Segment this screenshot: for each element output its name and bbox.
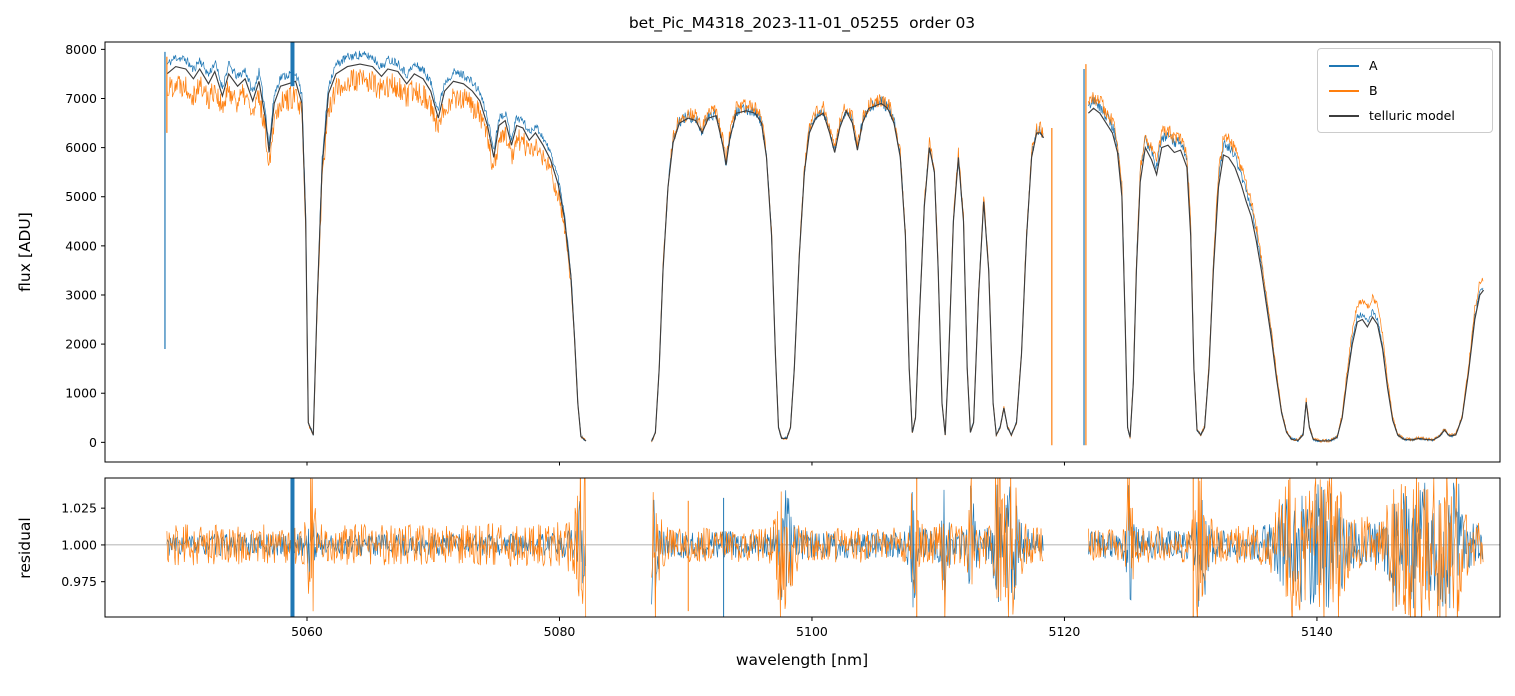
- residual-tick-label: 1.025: [61, 501, 97, 516]
- legend-label-telluric-model: telluric model: [1369, 108, 1455, 123]
- legend-entry-b: B: [1329, 83, 1481, 98]
- flux-tick-label: 8000: [65, 42, 97, 57]
- series-b-line-icon: [1329, 89, 1359, 92]
- residual-b-line: [1088, 478, 1484, 617]
- wavelength-tick-label: 5140: [1301, 624, 1333, 639]
- residual-axis-label: residual: [16, 517, 34, 579]
- flux-axis-label: flux [ADU]: [16, 212, 34, 292]
- residual-tick-label: 1.000: [61, 537, 97, 552]
- flux-tick-label: 5000: [65, 189, 97, 204]
- series-a-line: [1088, 96, 1484, 443]
- telluric-model-line: [651, 102, 1045, 442]
- series-b-line: [651, 94, 1044, 443]
- flux-tick-label: 4000: [65, 238, 97, 253]
- residual-panel-series: [105, 478, 1500, 617]
- flux-tick-label: 0: [89, 435, 97, 450]
- series-b-line: [1088, 92, 1484, 444]
- flux-panel-frame: [104, 41, 1501, 463]
- flux-tick-label: 1000: [65, 386, 97, 401]
- wavelength-tick-label: 5100: [796, 624, 828, 639]
- telluric-model-line: [166, 63, 587, 442]
- legend-entry-telluric-model: telluric model: [1329, 108, 1481, 123]
- flux-tick-label: 7000: [65, 91, 97, 106]
- residual-panel-frame: [104, 477, 1501, 618]
- wavelength-axis-label: wavelength [nm]: [735, 651, 869, 669]
- telluric-model-line: [1088, 107, 1485, 442]
- wavelength-tick-label: 5120: [1049, 624, 1081, 639]
- series-a-line: [166, 50, 586, 441]
- flux-tick-label: 3000: [65, 287, 97, 302]
- residual-tick-label: 0.975: [61, 574, 97, 589]
- series-b-line: [166, 69, 586, 441]
- wavelength-tick-label: 5080: [544, 624, 576, 639]
- residual-b-line: [651, 478, 1044, 617]
- series-a-line: [651, 95, 1044, 441]
- flux-tick-label: 6000: [65, 140, 97, 155]
- legend-entry-a: A: [1329, 58, 1481, 73]
- flux-panel-series: [164, 42, 1485, 446]
- residual-b-line: [166, 478, 587, 617]
- wavelength-tick-label: 5060: [291, 624, 323, 639]
- legend: A B telluric model: [1317, 48, 1493, 133]
- flux-tick-label: 2000: [65, 337, 97, 352]
- plot-title: bet_Pic_M4318_2023-11-01_05255 order 03: [628, 14, 976, 32]
- telluric-model-line-icon: [1329, 114, 1359, 117]
- legend-label-a: A: [1369, 58, 1378, 73]
- residual-a-line: [651, 484, 1044, 608]
- legend-label-b: B: [1369, 83, 1378, 98]
- series-a-line-icon: [1329, 64, 1359, 67]
